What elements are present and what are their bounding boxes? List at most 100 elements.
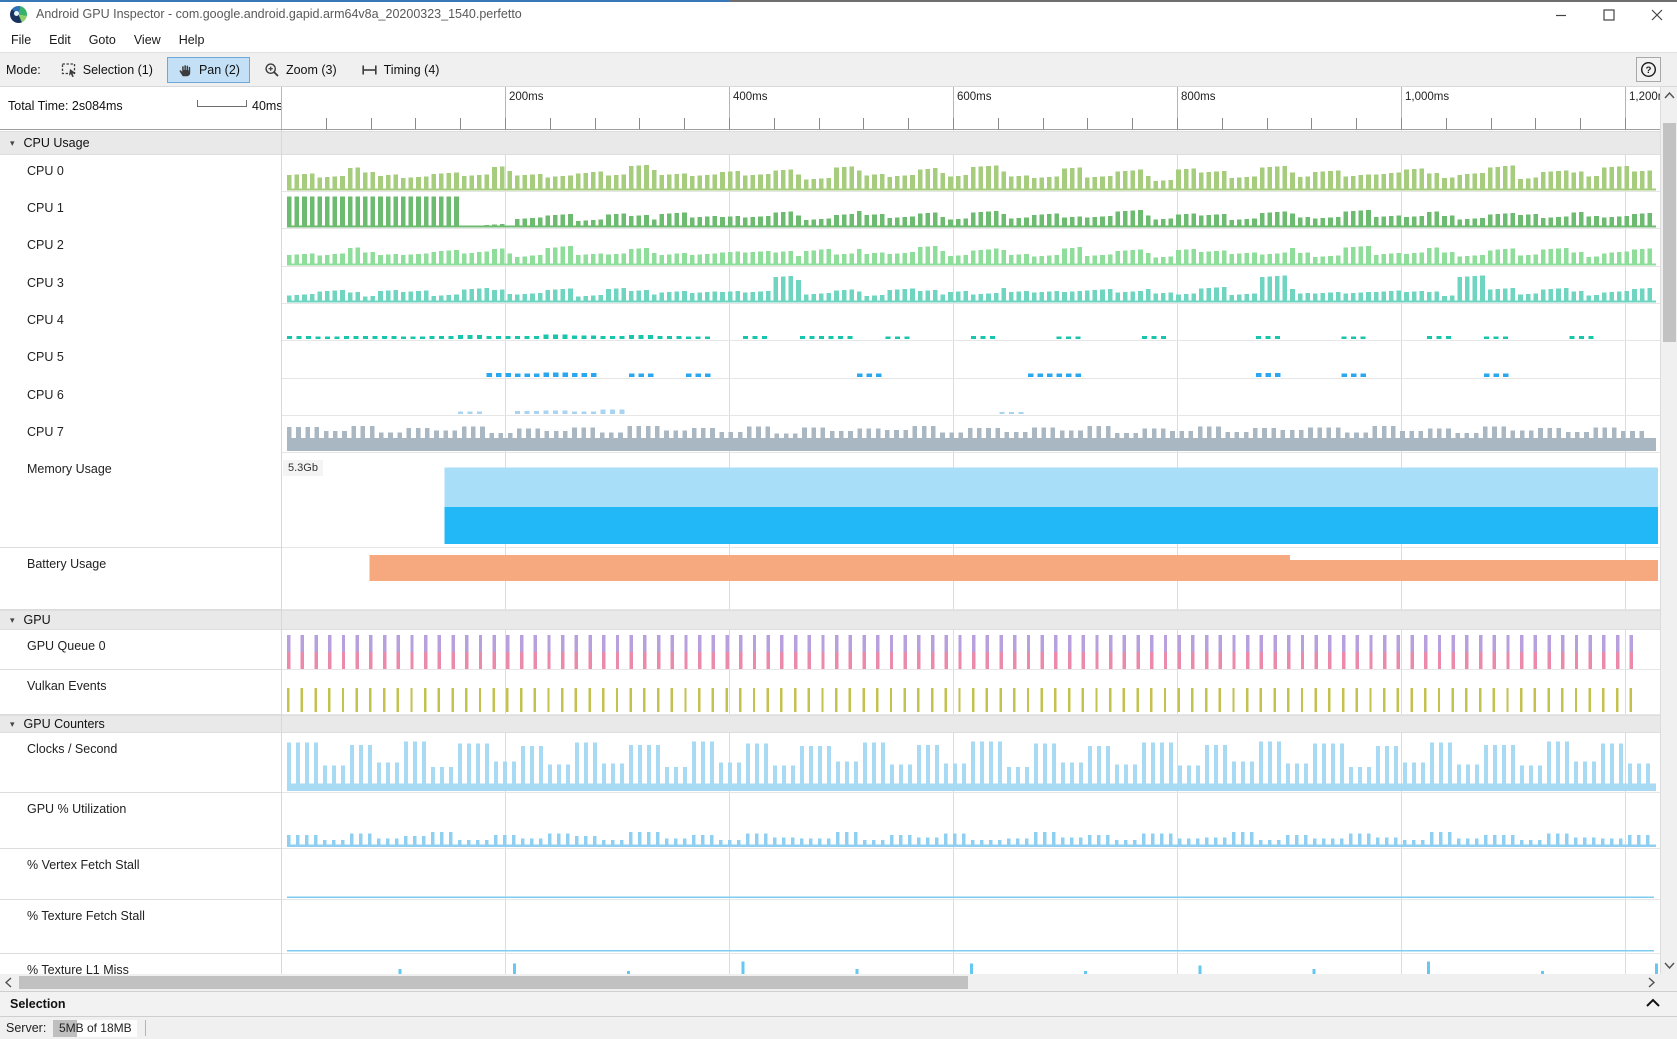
scroll-right-button[interactable]: [1643, 974, 1660, 991]
ruler-tick-label: 600ms: [957, 91, 992, 103]
ruler-minor-tick: [684, 118, 685, 129]
ruler-minor-tick: [1177, 118, 1178, 129]
track-name-battery-usage[interactable]: Battery Usage: [0, 548, 281, 610]
ruler-minor-tick: [1043, 118, 1044, 129]
scale-label: 40ms: [252, 99, 283, 113]
track-chart-cpu-2[interactable]: [281, 229, 1660, 267]
window-title: Android GPU Inspector - com.google.andro…: [36, 7, 522, 21]
track-name-cpu-6[interactable]: CPU 6: [0, 379, 281, 416]
collapse-triangle-icon: ▾: [10, 719, 15, 730]
mode-button-timing[interactable]: Timing (4): [351, 57, 450, 83]
scrollbar-corner: [1660, 974, 1677, 991]
track-chart-cpu-7[interactable]: [281, 416, 1660, 453]
ruler-minor-tick: [1580, 118, 1581, 129]
section-header-cpu-usage[interactable]: ▾CPU Usage: [0, 131, 1660, 155]
close-button[interactable]: [1640, 2, 1674, 28]
ruler-tick-label: 800ms: [1181, 91, 1216, 103]
ruler-minor-tick: [1132, 118, 1133, 129]
track-name-cpu-5[interactable]: CPU 5: [0, 341, 281, 379]
mode-button-pan[interactable]: Pan (2): [167, 57, 250, 83]
mode-button-zoom[interactable]: Zoom (3): [254, 57, 347, 83]
scale-bracket: [197, 100, 247, 107]
total-time-label: Total Time: 2s084ms: [8, 99, 123, 113]
track-chart-gpu-utilization[interactable]: [281, 793, 1660, 849]
track-chart--vertex-fetch-stall[interactable]: [281, 849, 1660, 900]
track-name-cpu-3[interactable]: CPU 3: [0, 267, 281, 304]
track-name-memory-usage[interactable]: Memory Usage: [0, 453, 281, 548]
ruler-minor-tick: [863, 118, 864, 129]
collapse-triangle-icon: ▾: [10, 615, 15, 626]
menu-edit[interactable]: Edit: [40, 30, 80, 50]
track-chart-cpu-6[interactable]: [281, 379, 1660, 416]
track-name-vulkan-events[interactable]: Vulkan Events: [0, 670, 281, 715]
track-name-cpu-7[interactable]: CPU 7: [0, 416, 281, 453]
horizontal-scrollbar[interactable]: [0, 974, 1660, 991]
chevron-left-icon: [5, 977, 12, 988]
track-name-gpu-queue-0[interactable]: GPU Queue 0: [0, 630, 281, 670]
vertical-scroll-thumb[interactable]: [1663, 123, 1676, 342]
menu-help[interactable]: Help: [170, 30, 214, 50]
maximize-button[interactable]: [1592, 2, 1626, 28]
track-column-divider[interactable]: [281, 130, 282, 974]
track-name-cpu-0[interactable]: CPU 0: [0, 155, 281, 192]
track-name--texture-fetch-stall[interactable]: % Texture Fetch Stall: [0, 900, 281, 954]
ruler-minor-tick: [1625, 118, 1626, 129]
track-chart-cpu-3[interactable]: [281, 267, 1660, 304]
statusbar: Server: 5MB of 18MB: [0, 1017, 1677, 1039]
ruler-tick-label: 1,000ms: [1405, 91, 1449, 103]
ruler-minor-tick: [415, 118, 416, 129]
maximize-icon: [1603, 9, 1615, 21]
minimize-button[interactable]: [1544, 2, 1578, 28]
ruler-tick-label: 400ms: [733, 91, 768, 103]
selection-panel-header[interactable]: Selection: [0, 991, 1677, 1017]
track-name-clocks-second[interactable]: Clocks / Second: [0, 733, 281, 793]
menu-goto[interactable]: Goto: [80, 30, 125, 50]
track-name-cpu-1[interactable]: CPU 1: [0, 192, 281, 229]
timeline-ruler[interactable]: Total Time: 2s084ms 40ms 200ms400ms600ms…: [0, 87, 1677, 130]
track-viewport[interactable]: ▾CPU UsageCPU 0CPU 1CPU 2CPU 3CPU 4CPU 5…: [0, 130, 1660, 974]
selection-panel-title: Selection: [10, 997, 66, 1011]
ruler-minor-tick: [460, 118, 461, 129]
ruler-minor-tick: [953, 118, 954, 129]
minimize-icon: [1555, 9, 1567, 21]
ruler-minor-tick: [1535, 118, 1536, 129]
track-name--texture-l1-miss[interactable]: % Texture L1 Miss: [0, 954, 281, 974]
section-header-gpu[interactable]: ▾GPU: [0, 610, 1660, 630]
track-chart-cpu-5[interactable]: [281, 341, 1660, 379]
chevron-down-icon: [1664, 962, 1675, 969]
help-button[interactable]: ?: [1636, 57, 1661, 82]
menu-view[interactable]: View: [125, 30, 170, 50]
section-header-gpu-counters[interactable]: ▾ GPU Counters: [0, 715, 1660, 733]
ruler-minor-tick: [998, 118, 999, 129]
memory-value-badge: 5.3Gb: [283, 460, 323, 476]
track-name--vertex-fetch-stall[interactable]: % Vertex Fetch Stall: [0, 849, 281, 900]
track-chart-cpu-0[interactable]: [281, 155, 1660, 192]
mode-button-label: Pan (2): [199, 63, 240, 77]
track-chart--texture-l1-miss[interactable]: [281, 954, 1660, 974]
track-chart-clocks-second[interactable]: [281, 733, 1660, 793]
expand-selection-chevron-icon[interactable]: [1645, 997, 1661, 1011]
ruler-minor-tick: [1446, 118, 1447, 129]
track-chart-battery-usage[interactable]: [281, 548, 1660, 610]
ruler-minor-tick: [774, 118, 775, 129]
scroll-left-button[interactable]: [0, 974, 17, 991]
scroll-up-button[interactable]: [1661, 87, 1677, 104]
chevron-right-icon: [1648, 977, 1655, 988]
track-name-cpu-2[interactable]: CPU 2: [0, 229, 281, 267]
scroll-down-button[interactable]: [1661, 957, 1677, 974]
track-chart-cpu-1[interactable]: [281, 192, 1660, 229]
track-name-cpu-4[interactable]: CPU 4: [0, 304, 281, 341]
track-name-gpu-utilization[interactable]: GPU % Utilization: [0, 793, 281, 849]
track-chart-cpu-4[interactable]: [281, 304, 1660, 341]
track-chart-memory-usage[interactable]: 5.3Gb: [281, 453, 1660, 548]
ruler-minor-tick: [371, 118, 372, 129]
track-chart--texture-fetch-stall[interactable]: [281, 900, 1660, 954]
track-chart-gpu-queue-0[interactable]: [281, 630, 1660, 670]
menu-file[interactable]: File: [2, 30, 40, 50]
track-chart-vulkan-events[interactable]: [281, 670, 1660, 715]
section-header-label: GPU Counters: [24, 717, 105, 731]
vertical-scrollbar[interactable]: [1660, 87, 1677, 974]
mode-button-selection[interactable]: Selection (1): [51, 57, 163, 83]
horizontal-scroll-thumb[interactable]: [19, 976, 968, 989]
ruler-minor-tick: [729, 118, 730, 129]
